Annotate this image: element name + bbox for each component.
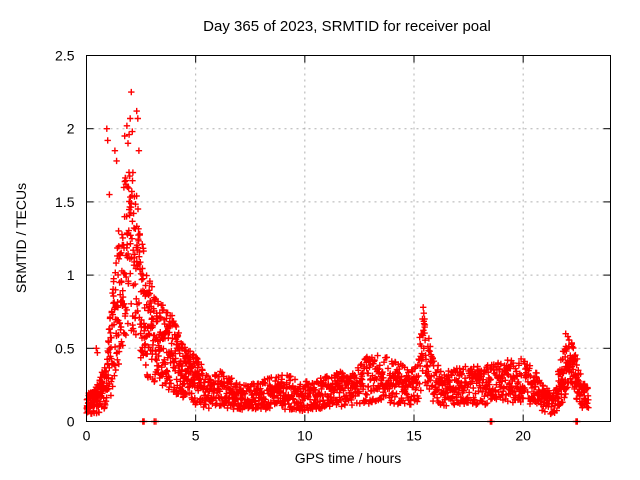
y-tick-label: 2.5 bbox=[55, 48, 75, 64]
y-axis-label: SRMTID / TECUs bbox=[13, 183, 29, 293]
chart-title: Day 365 of 2023, SRMTID for receiver poa… bbox=[203, 18, 491, 35]
grid-lines bbox=[86, 55, 611, 422]
tick-labels: 0 5 10 15 20 0 0.5 1 1.5 2 2.5 bbox=[55, 48, 531, 444]
y-tick-label: 1 bbox=[67, 267, 75, 283]
x-tick-label: 0 bbox=[83, 428, 91, 444]
x-tick-label: 15 bbox=[406, 428, 422, 444]
y-tick-label: 2 bbox=[67, 121, 75, 137]
x-tick-label: 5 bbox=[192, 428, 200, 444]
scatter-plus-markers bbox=[83, 88, 592, 425]
x-tick-label: 20 bbox=[515, 428, 531, 444]
y-tick-label: 0.5 bbox=[55, 340, 75, 356]
y-tick-label: 0 bbox=[67, 414, 75, 430]
y-tick-label: 1.5 bbox=[55, 194, 75, 210]
scatter-points bbox=[83, 88, 592, 425]
x-axis-label: GPS time / hours bbox=[295, 450, 402, 466]
plot-border bbox=[86, 55, 611, 422]
x-tick-label: 10 bbox=[297, 428, 313, 444]
